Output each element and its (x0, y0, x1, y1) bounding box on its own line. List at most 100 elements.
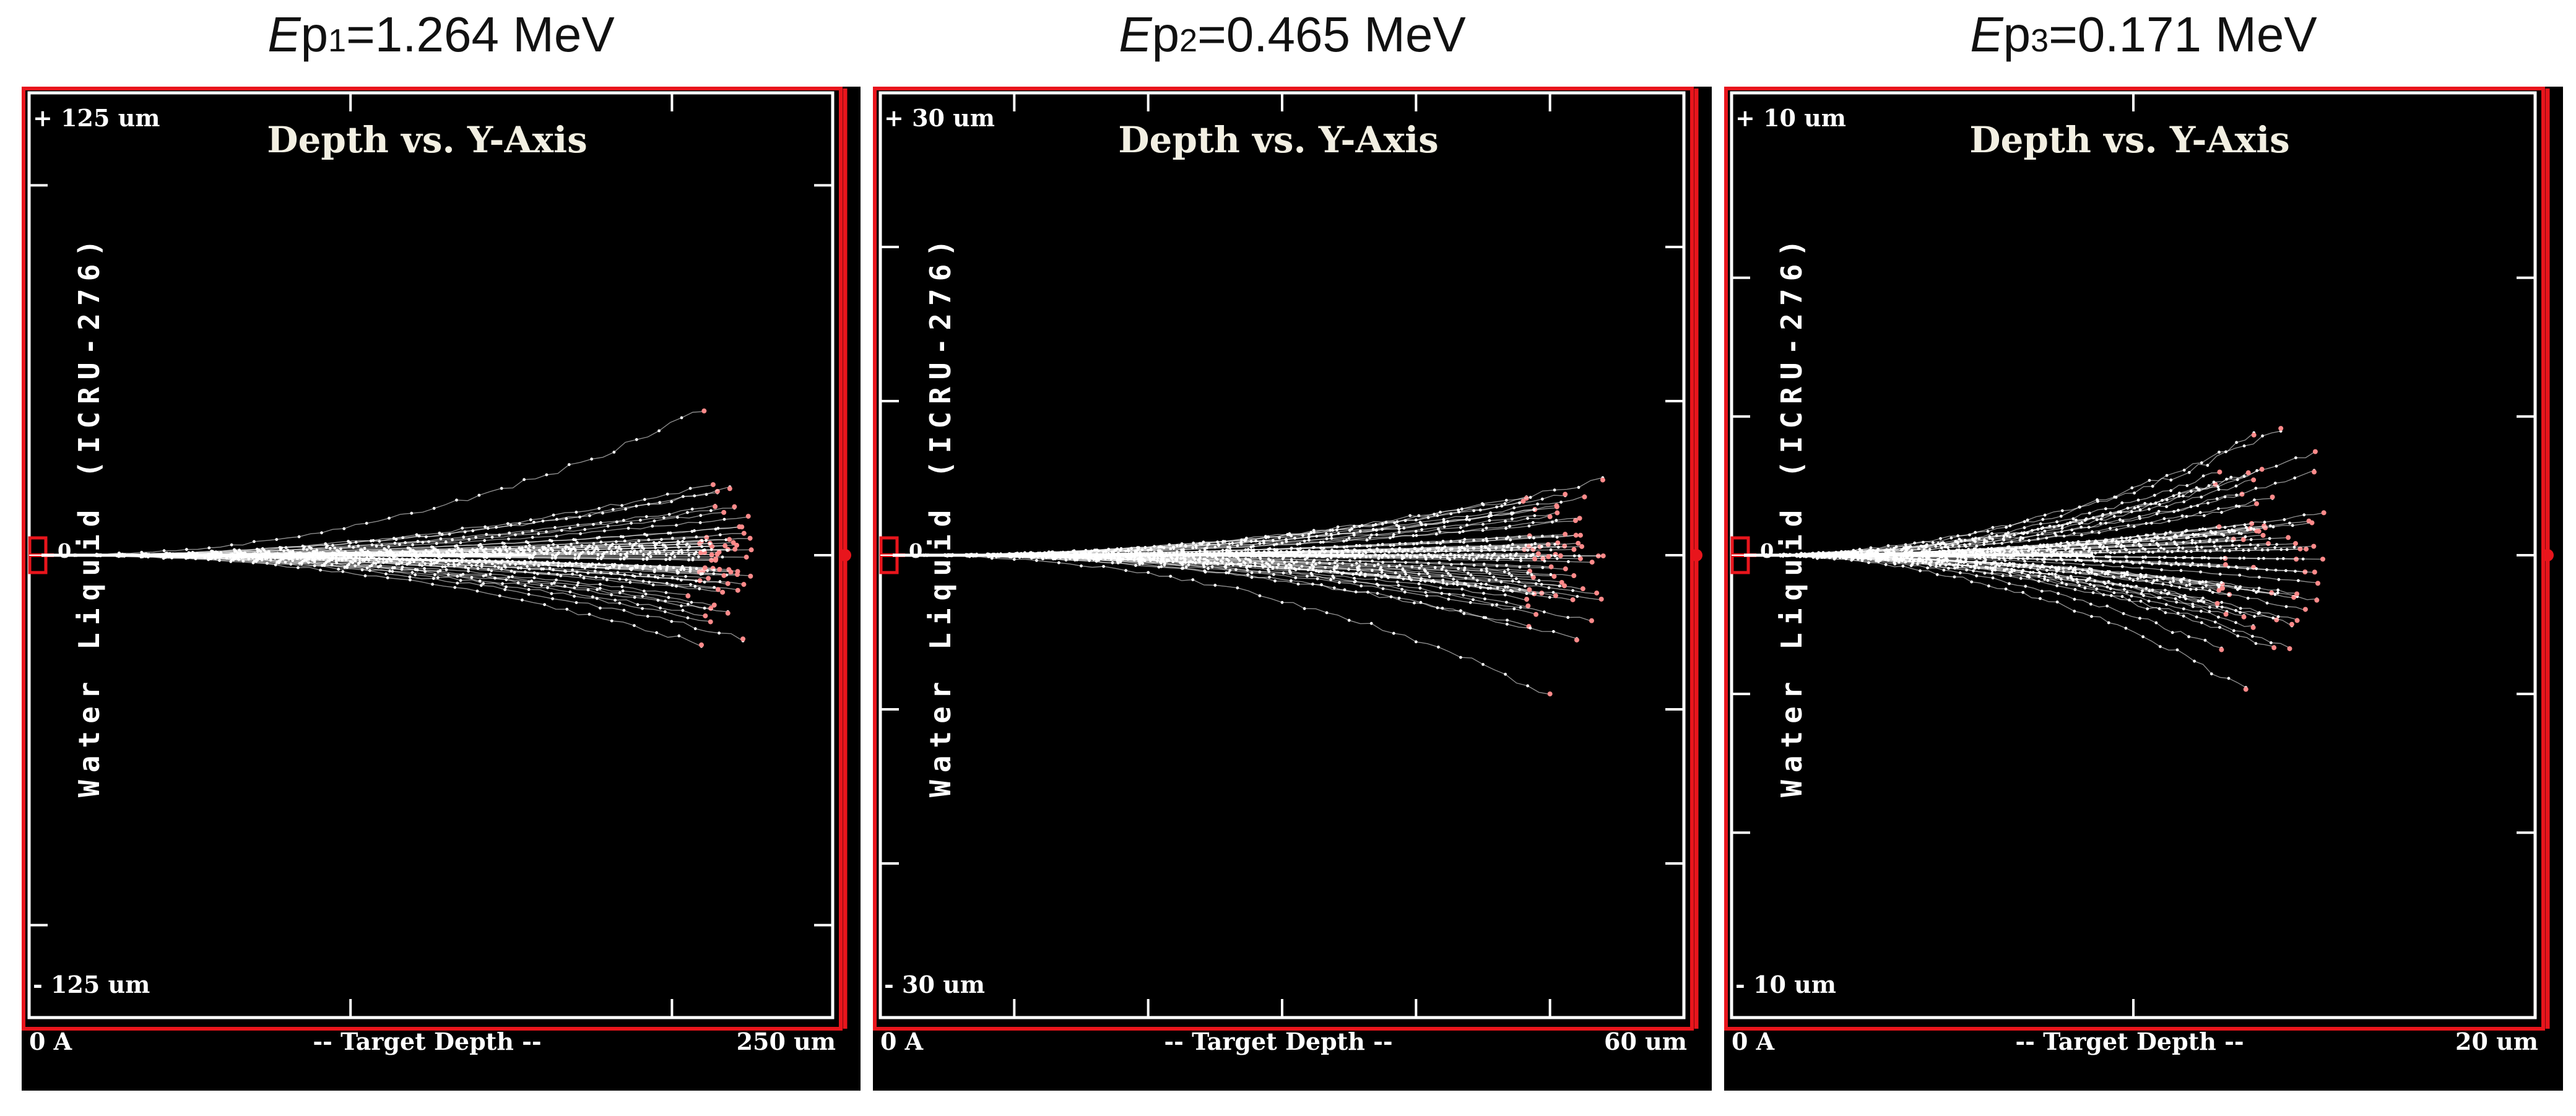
track-end-point (2270, 494, 2275, 500)
heading-p: p (300, 7, 329, 62)
track-end-point (2241, 614, 2247, 620)
y-max-label: + 125 um (33, 104, 160, 132)
track-end-point (701, 408, 707, 413)
track-end-point (732, 504, 737, 509)
ion-track (880, 555, 1556, 597)
track-end-point (1563, 532, 1568, 537)
track-end-point (1547, 691, 1553, 697)
track-end-point (1547, 514, 1553, 519)
ion-tracks (1731, 426, 2327, 692)
y-axis-label: Water Liquid (ICRU-276) (924, 232, 957, 797)
panel-heading: Ep3=0.171 MeV (1724, 6, 2563, 63)
right-edge-marker (839, 549, 851, 561)
x-min-label: 0 A (880, 1027, 924, 1055)
track-end-point (1577, 532, 1583, 538)
track-end-point (1563, 491, 1568, 497)
track-end-point (1535, 551, 1541, 556)
track-end-point (710, 482, 716, 487)
heading-subscript: 1 (328, 23, 347, 59)
track-end-point (2254, 501, 2260, 506)
track-end-point (1562, 583, 1568, 589)
track-end-point (2254, 528, 2260, 534)
y-max-label: + 30 um (884, 104, 995, 132)
track-end-point (725, 610, 731, 616)
track-end-point (1563, 566, 1568, 572)
track-end-point (1580, 586, 1585, 592)
track-end-point (716, 549, 722, 555)
ion-track (880, 496, 1527, 556)
track-end-point (702, 565, 708, 571)
track-end-point (727, 537, 732, 542)
track-end-point (2315, 581, 2320, 586)
heading-e: E (1970, 7, 2003, 62)
track-end-point (725, 581, 731, 586)
track-end-point (744, 555, 749, 560)
track-end-point (731, 540, 736, 545)
track-end-point (717, 566, 722, 572)
track-end-point (2292, 541, 2298, 547)
panel-3: Ep3=0.171 MeV Depth vs. Y-Axis + 10 um -… (1724, 0, 2563, 1116)
track-end-point (1600, 553, 1606, 559)
y-zero-label: 0 (909, 539, 923, 563)
x-max-label: 60 um (1604, 1027, 1687, 1055)
track-end-point (727, 486, 732, 491)
ion-track (880, 555, 1577, 639)
panel-1: Ep1=1.264 MeV Depth vs. Y-Axis + 125 um … (22, 0, 861, 1116)
track-end-point (1572, 517, 1578, 523)
track-end-point (2286, 535, 2291, 540)
right-edge-marker (2541, 549, 2554, 561)
track-end-point (698, 550, 703, 555)
track-end-point (2245, 470, 2251, 475)
track-end-point (2287, 646, 2292, 651)
track-end-point (1576, 540, 1581, 546)
track-end-point (1579, 543, 1585, 549)
track-end-point (1524, 597, 1530, 602)
track-end-point (1582, 494, 1587, 500)
track-end-point (2219, 647, 2224, 652)
track-end-point (728, 569, 734, 575)
track-end-point (1589, 618, 1594, 623)
right-edge-marker (1690, 549, 1702, 561)
track-end-point (2223, 612, 2229, 617)
track-end-point (1594, 590, 1600, 596)
y-min-label: - 125 um (33, 971, 150, 998)
track-end-point (721, 509, 727, 515)
track-end-point (1554, 503, 1559, 509)
heading-energy: =0.465 MeV (1197, 7, 1466, 62)
track-end-point (735, 587, 740, 593)
track-end-point (2220, 586, 2226, 591)
track-end-point (2216, 587, 2222, 593)
track-plot-svg (1724, 87, 2554, 1031)
panel-heading: Ep1=1.264 MeV (22, 6, 861, 63)
track-end-point (1525, 603, 1531, 608)
plot-title: Depth vs. Y-Axis (1118, 119, 1439, 161)
y-min-label: - 30 um (884, 971, 985, 998)
track-end-point (722, 543, 728, 548)
track-end-point (741, 530, 747, 536)
track-end-point (721, 573, 727, 578)
track-end-point (1577, 516, 1582, 521)
track-end-point (1553, 593, 1558, 599)
track-end-point (1589, 560, 1595, 565)
track-end-point (703, 613, 708, 618)
ion-track (1732, 555, 2253, 627)
track-end-point (2265, 541, 2271, 547)
plot-area: Depth vs. Y-Axis + 10 um - 10 um 0 Water… (1724, 87, 2563, 1091)
track-end-point (1520, 498, 1526, 504)
plot-area: Depth vs. Y-Axis + 30 um - 30 um 0 Water… (873, 87, 1712, 1091)
track-end-point (1558, 553, 1563, 558)
heading-p: p (1151, 7, 1180, 62)
track-end-point (1546, 554, 1551, 560)
plot-area: Depth vs. Y-Axis + 125 um - 125 um 0 Wat… (22, 87, 861, 1091)
track-end-point (1577, 556, 1583, 561)
ion-track (1732, 555, 2272, 594)
y-zero-label: 0 (58, 539, 72, 563)
track-end-point (708, 619, 713, 625)
track-end-point (699, 642, 705, 647)
ion-track (880, 555, 1550, 695)
track-end-point (713, 504, 718, 509)
track-end-point (1600, 477, 1605, 483)
track-end-point (748, 547, 754, 553)
ion-track (1732, 471, 2249, 556)
ion-track (29, 555, 702, 647)
